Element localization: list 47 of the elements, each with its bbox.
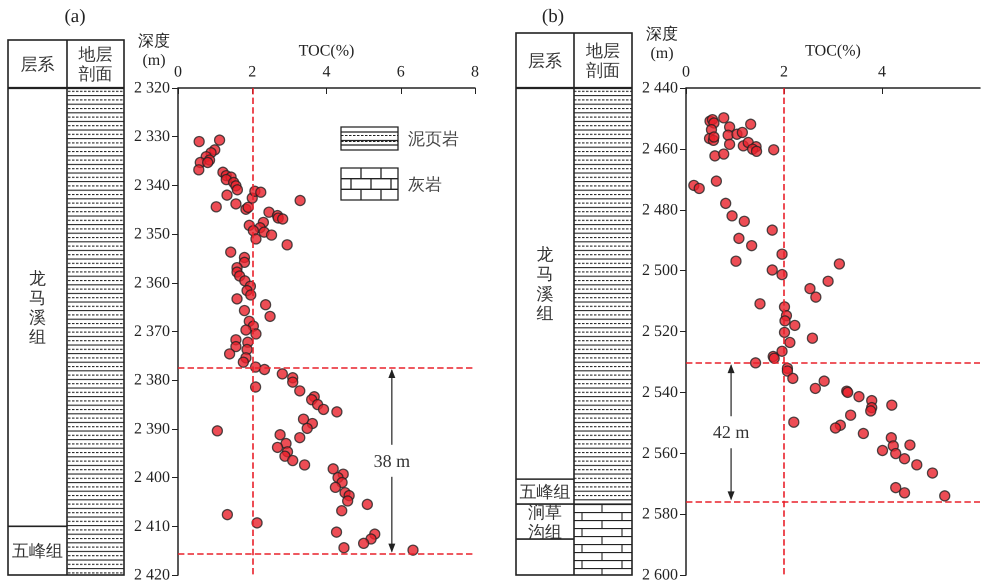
chart-title: (a) [64,6,86,27]
y-tick-label: 2 600 [642,566,678,583]
y-tick-label: 2 540 [642,384,678,401]
y-tick-label: 2 460 [642,140,678,158]
y-tick-label: 2 410 [134,518,170,535]
y-tick-label: 2 370 [134,323,170,340]
x-tick-label: 0 [682,64,690,80]
y-tick-label: 2 360 [134,274,170,292]
y-tick-label: 2 400 [134,469,170,486]
x-axis-title: TOC(%) [805,42,861,60]
annotation: 灰岩 [408,175,442,195]
x-tick-label: 4 [878,64,886,80]
text: 龙马溪组 [536,245,554,324]
x-axis-title: TOC(%) [298,42,354,60]
y-tick-label: 2 330 [134,128,170,146]
chart-title: (b) [542,6,564,27]
x-tick-label: 2 [248,64,256,80]
text: 五峰组 [12,542,63,562]
x-tick-label: 0 [174,64,182,80]
y-axis-title: 深度 (m) [646,24,678,62]
text: 地层剖面 [78,45,112,85]
text: 层系 [528,51,562,72]
y-tick-label: 2 440 [642,80,678,96]
y-tick-label: 2 380 [134,372,170,389]
text: 五峰组 [520,482,570,503]
annotation: 泥页岩 [408,130,459,150]
text: 层系 [20,54,54,75]
x-tick-label: 8 [471,64,479,80]
x-tick-label: 2 [780,64,788,80]
text: 涧草沟组 [528,502,562,542]
y-tick-label: 2 390 [134,420,170,438]
x-tick-label: 6 [396,64,405,80]
y-tick-label: 2 560 [642,444,678,462]
y-axis-title: 深度 (m) [138,31,170,69]
annotation: 42 m [712,422,750,442]
text: 龙马溪组 [29,268,46,348]
y-tick-label: 2 480 [642,201,678,218]
x-tick-label: 4 [322,64,330,80]
y-tick-label: 2 520 [642,323,678,340]
text: 地层剖面 [585,42,620,82]
y-tick-label: 2 320 [134,80,170,96]
y-tick-label: 2 340 [134,176,170,194]
y-tick-label: 2 580 [642,506,678,523]
y-tick-label: 2 350 [134,226,170,243]
y-tick-label: 2 420 [134,566,170,583]
y-tick-label: 2 500 [642,262,678,280]
annotation: 38 m [374,450,410,471]
